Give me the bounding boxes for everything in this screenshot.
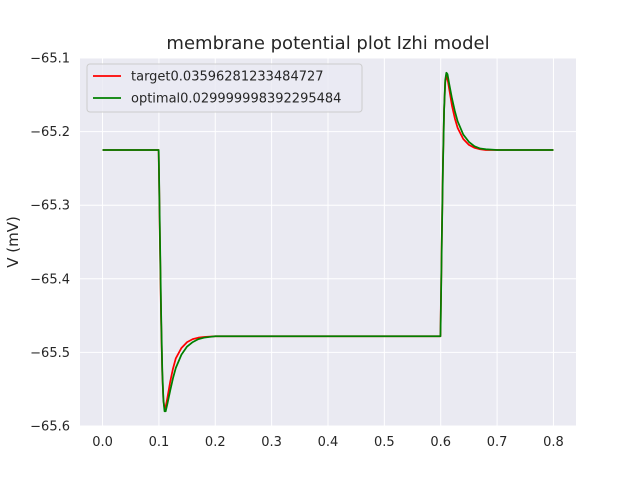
x-tick-label: 0.6 (430, 435, 451, 450)
legend-label-target: target0.03596281233484727 (131, 70, 324, 85)
x-tick-label: 0.7 (487, 435, 508, 450)
legend: target0.03596281233484727 optimal0.029999… (86, 63, 363, 113)
y-tick-label: −65.1 (30, 52, 70, 67)
legend-label-optimal: optimal0.029999998392295484 (131, 92, 341, 107)
x-tick-label: 0.3 (261, 435, 282, 450)
x-tick-label: 0.8 (543, 435, 564, 450)
y-tick-label: −65.5 (30, 346, 70, 361)
x-ticks: 0.0 0.1 0.2 0.3 0.4 0.5 0.6 0.7 0.8 (92, 435, 564, 450)
x-tick-label: 0.4 (318, 435, 339, 450)
x-tick-label: 0.1 (149, 435, 170, 450)
x-tick-label: 0.0 (92, 435, 113, 450)
y-tick-label: −65.4 (30, 272, 70, 287)
y-axis-label: V (mV) (4, 216, 22, 268)
y-tick-label: −65.3 (30, 199, 70, 214)
grid (80, 57, 576, 427)
series-group (102, 71, 554, 413)
x-tick-label: 0.5 (374, 435, 395, 450)
y-ticks: −65.6 −65.5 −65.4 −65.3 −65.2 −65.1 (30, 52, 70, 435)
x-tick-label: 0.2 (205, 435, 226, 450)
y-tick-label: −65.2 (30, 125, 70, 140)
legend-box (86, 63, 363, 113)
chart-title: membrane potential plot Izhi model (166, 33, 489, 54)
series-line-optimal (102, 71, 554, 413)
y-tick-label: −65.6 (30, 420, 70, 435)
